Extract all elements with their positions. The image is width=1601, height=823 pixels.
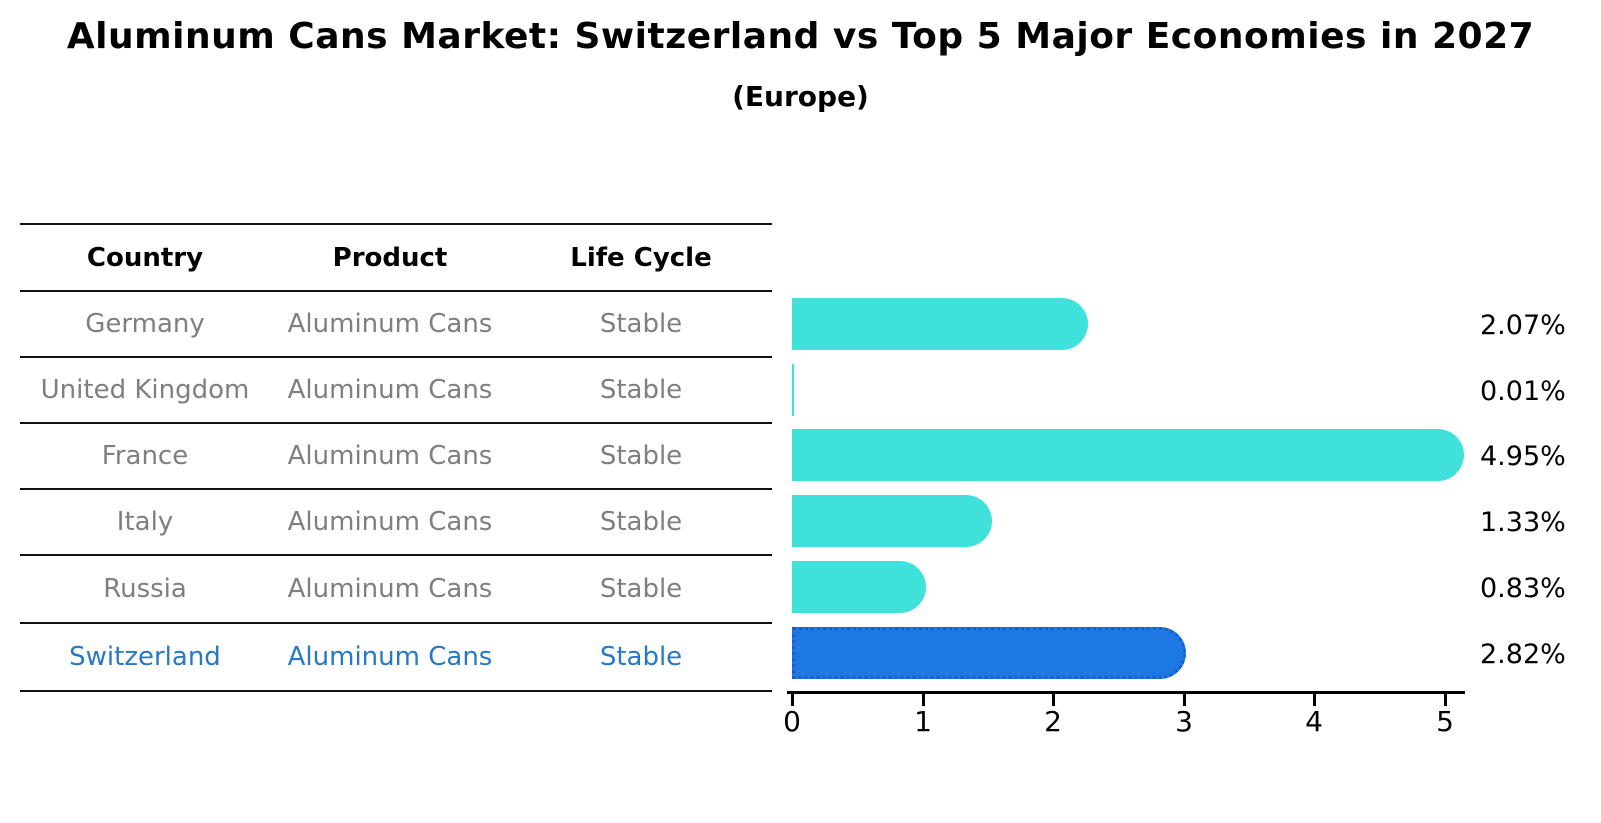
table-header-product: Product <box>332 242 448 273</box>
cell-life-cycle: Stable <box>599 441 683 471</box>
x-tick-2 <box>1052 694 1055 706</box>
table-row-germany: Germany Aluminum Cans Stable <box>20 290 772 356</box>
comparison-table: Country Product Life Cycle Germany Alumi… <box>20 223 772 692</box>
value-label-italy: 1.33% <box>1480 507 1566 538</box>
cell-product: Aluminum Cans <box>287 507 493 537</box>
cell-life-cycle: Stable <box>599 507 683 537</box>
bar-germany <box>792 298 1088 350</box>
bar-united-kingdom <box>792 364 794 416</box>
cell-country: France <box>101 441 189 471</box>
table-row-switzerland: Switzerland Aluminum Cans Stable <box>20 622 772 690</box>
value-label-russia: 0.83% <box>1480 573 1566 604</box>
value-label-france: 4.95% <box>1480 441 1566 472</box>
cell-country: Germany <box>85 309 205 339</box>
cell-life-cycle: Stable <box>599 309 683 339</box>
cell-product: Aluminum Cans <box>287 375 493 405</box>
x-tick-1 <box>922 694 925 706</box>
x-axis <box>787 691 1465 694</box>
value-label-switzerland: 2.82% <box>1480 639 1566 670</box>
cell-product: Aluminum Cans <box>287 441 493 471</box>
table-row-russia: Russia Aluminum Cans Stable <box>20 554 772 622</box>
bar-russia <box>792 561 926 613</box>
x-tick-label-2: 2 <box>1044 705 1062 738</box>
table-row-france: France Aluminum Cans Stable <box>20 422 772 488</box>
chart-title: Aluminum Cans Market: Switzerland vs Top… <box>66 16 1535 57</box>
cell-life-cycle: Stable <box>599 375 683 405</box>
cell-product: Aluminum Cans <box>287 574 493 604</box>
cell-country: Switzerland <box>69 642 221 672</box>
bar-switzerland <box>792 627 1186 679</box>
cell-country: United Kingdom <box>40 375 250 405</box>
cell-product: Aluminum Cans <box>287 642 493 672</box>
table-header-row: Country Product Life Cycle <box>20 223 772 290</box>
table-header-life-cycle: Life Cycle <box>570 242 712 273</box>
value-label-united-kingdom: 0.01% <box>1480 376 1566 407</box>
value-label-germany: 2.07% <box>1480 310 1566 341</box>
cell-country: Russia <box>103 574 187 604</box>
x-tick-0 <box>791 694 794 706</box>
x-tick-label-0: 0 <box>783 705 801 738</box>
cell-country: Italy <box>116 507 174 537</box>
cell-life-cycle: Stable <box>599 642 683 672</box>
table-header-country: Country <box>86 242 204 273</box>
bar-france <box>792 429 1464 481</box>
cell-product: Aluminum Cans <box>287 309 493 339</box>
table-row-united-kingdom: United Kingdom Aluminum Cans Stable <box>20 356 772 422</box>
x-tick-5 <box>1444 694 1447 706</box>
x-tick-3 <box>1183 694 1186 706</box>
x-tick-label-4: 4 <box>1305 705 1323 738</box>
table-row-italy: Italy Aluminum Cans Stable <box>20 488 772 554</box>
cell-life-cycle: Stable <box>599 574 683 604</box>
x-tick-label-1: 1 <box>914 705 932 738</box>
x-tick-label-5: 5 <box>1436 705 1454 738</box>
bar-italy <box>792 495 992 547</box>
chart-subtitle: (Europe) <box>732 80 869 113</box>
x-tick-label-3: 3 <box>1175 705 1193 738</box>
x-tick-4 <box>1313 694 1316 706</box>
